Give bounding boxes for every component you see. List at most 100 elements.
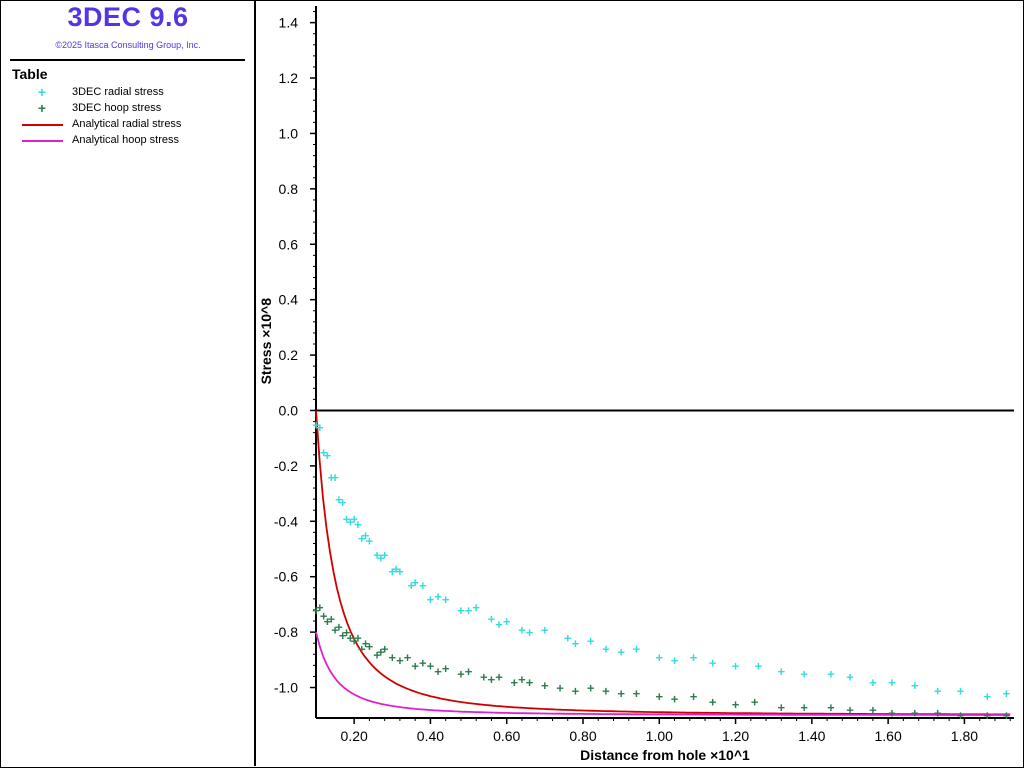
radial-stress-point: +: [324, 448, 332, 463]
hoop-stress-point: +: [556, 681, 564, 696]
hoop-stress-point: +: [1003, 708, 1011, 723]
hoop-stress-point: +: [671, 692, 679, 707]
legend-item-hoop-analytical: Analytical hoop stress: [20, 132, 179, 148]
radial-stress-point: +: [331, 470, 339, 485]
radial-stress-point: +: [427, 592, 435, 607]
hoop-stress-point: +: [442, 661, 450, 676]
radial-stress-point: +: [388, 564, 396, 579]
hoop-stress-point: +: [366, 639, 374, 654]
radial-stress-point: +: [434, 589, 442, 604]
radial-stress-point: +: [911, 678, 919, 693]
radial-stress-point: +: [373, 548, 381, 563]
hoop-stress-point: +: [377, 645, 385, 660]
x-tick-label: 0.40: [417, 728, 444, 744]
hoop-stress-point: +: [934, 705, 942, 720]
hoop-stress-point: +: [327, 611, 335, 626]
stress-chart: 1.4 1.2 1.0 0.8 0.6 0.4 0.2 0.0 -0.2 -0.4 -0.6 -0.8…: [258, 6, 1014, 763]
radial-stress-point: +: [655, 650, 663, 665]
hoop-stress-point: +: [869, 703, 877, 718]
hoop-stress-point: +: [709, 694, 717, 709]
hoop-stress-point: +: [541, 678, 549, 693]
y-tick-label: 1.2: [279, 70, 299, 86]
hoop-stress-point: +: [362, 636, 370, 651]
analytical-hoop-line: [315, 631, 1011, 716]
x-tick-label: 1.20: [722, 728, 749, 744]
hoop-stress-point: +: [732, 697, 740, 712]
radial-stress-point: +: [518, 622, 526, 637]
hoop-stress-point: +: [495, 669, 503, 684]
radial-stress-point: +: [495, 617, 503, 632]
radial-stress-point: +: [392, 561, 400, 576]
hoop-stress-point: +: [655, 689, 663, 704]
radial-stress-point: +: [827, 667, 835, 682]
hoop-stress-point: +: [888, 705, 896, 720]
y-tick-label: 1.4: [279, 15, 299, 31]
plot-area[interactable]: 1.4 1.2 1.0 0.8 0.6 0.4 0.2 0.0 -0.2 -0.4 -0.6 -0.8…: [258, 0, 1022, 766]
line-marker-icon: [20, 132, 65, 148]
hoop-stress-point: +: [488, 672, 496, 687]
hoop-stress-point: +: [434, 664, 442, 679]
hoop-stress-point: +: [526, 675, 534, 690]
radial-stress-point: +: [327, 470, 335, 485]
radial-stress-point: +: [690, 650, 698, 665]
hoop-stress-point: +: [518, 672, 526, 687]
radial-stress-point: +: [339, 495, 347, 510]
x-tick-label: 0.20: [341, 728, 368, 744]
radial-stress-point: +: [343, 512, 351, 527]
legend-label: Analytical hoop stress: [72, 134, 179, 146]
hoop-stress-point: +: [381, 642, 389, 657]
radial-stress-point: +: [354, 517, 362, 532]
y-tick-label: 0.2: [279, 347, 299, 363]
svg-text:+: +: [38, 84, 46, 100]
plus-marker-icon: +: [20, 84, 65, 100]
legend-label: Analytical radial stress: [72, 118, 182, 130]
radial-stress-point: +: [472, 600, 480, 615]
x-tick-label: 1.40: [798, 728, 825, 744]
x-tick-label: 1.80: [951, 728, 978, 744]
radial-stress-point: +: [419, 578, 427, 593]
y-tick-label: 0.4: [279, 292, 299, 308]
radial-stress-point: +: [732, 658, 740, 673]
x-axis-label: Distance from hole ×10^1: [580, 747, 750, 763]
hoop-stress-point: +: [633, 686, 641, 701]
radial-stress-point: +: [411, 575, 419, 590]
y-tick-label: -0.2: [274, 458, 298, 474]
radial-stress-point: +: [366, 534, 374, 549]
radial-stress-point: +: [709, 656, 717, 671]
x-tick-label: 0.60: [493, 728, 520, 744]
hoop-stress-point: +: [396, 653, 404, 668]
hoop-stress-point: +: [331, 622, 339, 637]
hoop-stress-point: +: [457, 667, 465, 682]
radial-stress-point: +: [1003, 686, 1011, 701]
hoop-stress-point: +: [827, 700, 835, 715]
legend-panel: 3DEC 9.6 ©2025 Itasca Consulting Group, …: [0, 0, 256, 766]
radial-stress-point: +: [503, 614, 511, 629]
hoop-stress-point: +: [347, 631, 355, 646]
hoop-stress-point: +: [358, 642, 366, 657]
radial-stress-point: +: [465, 603, 473, 618]
y-tick-label: -0.6: [274, 569, 298, 585]
radial-stress-point: +: [957, 683, 965, 698]
hoop-stress-point: +: [846, 703, 854, 718]
hoop-stress-point: +: [320, 608, 328, 623]
radial-stress-point: +: [617, 645, 625, 660]
legend-item-radial-3dec: + 3DEC radial stress: [20, 84, 164, 100]
hoop-stress-point: +: [339, 628, 347, 643]
y-tick-label: 0.8: [279, 181, 299, 197]
radial-stress-point: +: [800, 667, 808, 682]
radial-stress-point: +: [633, 642, 641, 657]
hoop-stress-point: +: [316, 600, 324, 615]
hoop-stress-point: +: [373, 647, 381, 662]
hoop-stress-point: +: [617, 686, 625, 701]
hoop-stress-point: +: [911, 705, 919, 720]
radial-stress-point: +: [381, 548, 389, 563]
radial-stress-point: +: [671, 653, 679, 668]
radial-stress-point: +: [564, 631, 572, 646]
radial-stress-point: +: [350, 512, 358, 527]
hoop-stress-point: +: [343, 625, 351, 640]
legend-item-radial-analytical: Analytical radial stress: [20, 116, 181, 132]
hoop-stress-point: +: [411, 658, 419, 673]
y-tick-label: -1.0: [274, 680, 298, 696]
radial-stress-point: +: [888, 675, 896, 690]
hoop-stress-point: +: [984, 708, 992, 723]
